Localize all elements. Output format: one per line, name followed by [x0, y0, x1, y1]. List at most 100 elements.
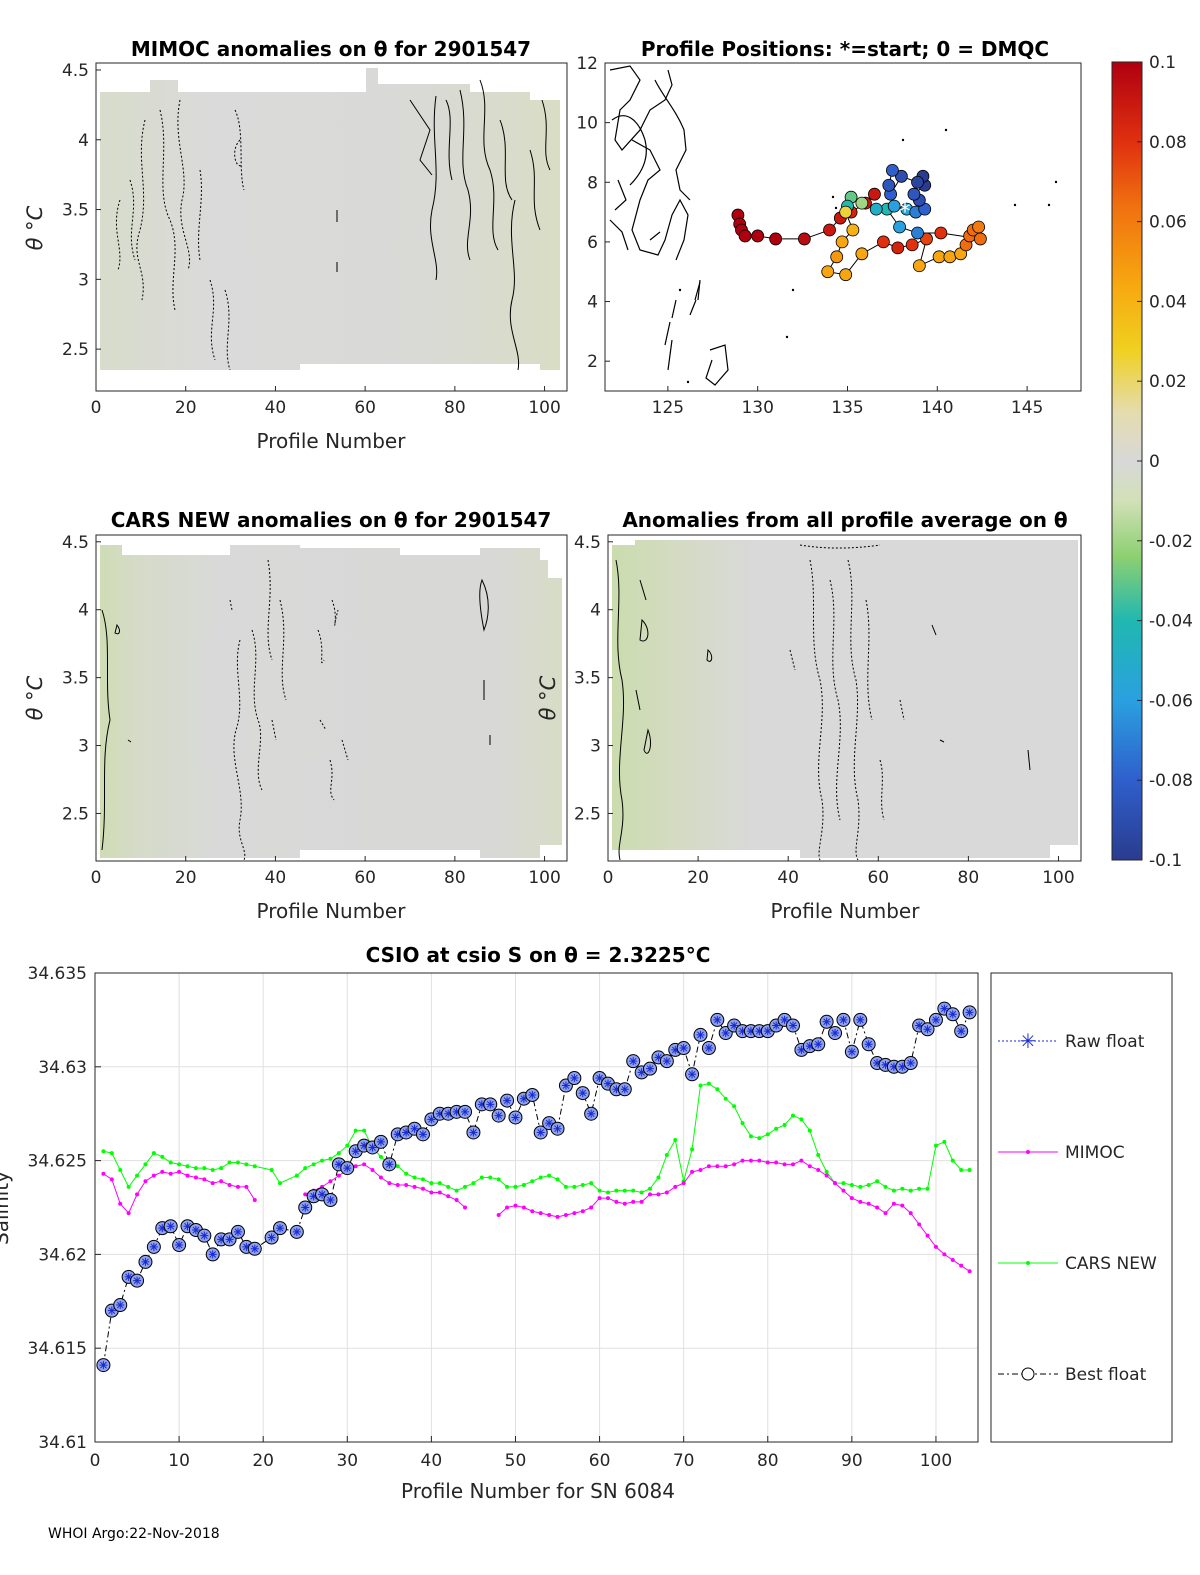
series-point [824, 1169, 829, 1174]
csio-axes-box [94, 972, 979, 1443]
profavg-x-tick-label: 20 [687, 868, 709, 888]
series-point [925, 1233, 930, 1238]
positions-y-tick-label: 12 [576, 54, 598, 74]
raw-float-star [721, 1029, 730, 1038]
positions-panel: Profile Positions: *=start; 0 = DMQC * 1… [576, 37, 1082, 418]
position-point [868, 187, 881, 201]
series-point [959, 1167, 964, 1172]
raw-float-star [864, 1040, 873, 1049]
mimoc-y-tick-label: 3.5 [62, 201, 89, 221]
raw-float-star [410, 1124, 419, 1133]
raw-float-star [923, 1025, 932, 1034]
positions-x-tick-label: 140 [921, 398, 953, 418]
series-point [135, 1192, 140, 1197]
csio-x-tick-label: 80 [757, 1451, 779, 1471]
series-point [807, 1164, 812, 1169]
legend-marker [1026, 1261, 1030, 1265]
position-point [797, 232, 811, 246]
series-point [875, 1179, 880, 1184]
raw-float-star [856, 1015, 865, 1024]
series-point [942, 1139, 947, 1144]
csio-y-label: Salinity [0, 1171, 13, 1245]
colorbar-tick-label: 0.02 [1149, 372, 1187, 392]
series-point [118, 1201, 123, 1206]
series-point [816, 1152, 821, 1157]
cars-y-tick-label: 2.5 [62, 804, 89, 824]
position-point [891, 241, 905, 255]
csio-x-tick-label: 70 [673, 1451, 695, 1471]
cars-x-tick-label: 60 [354, 868, 376, 888]
position-point [920, 232, 933, 246]
series-point [732, 1104, 737, 1109]
raw-float-star [124, 1272, 133, 1281]
raw-float-star [393, 1130, 402, 1139]
position-point [855, 247, 869, 261]
legend-label: Best float [1065, 1365, 1147, 1385]
mimoc-panel: MIMOC anomalies on θ for 2901547 0 20 40 60… [23, 37, 568, 453]
colorbar-tick-label: -0.06 [1149, 691, 1193, 711]
raw-float-star [915, 1021, 924, 1030]
series-point [866, 1182, 871, 1187]
series-point [404, 1171, 409, 1176]
series-point [235, 1184, 240, 1189]
mimoc-x-tick-label: 40 [265, 398, 287, 418]
islands [678, 128, 1058, 384]
series-point [463, 1205, 468, 1210]
series-point [614, 1199, 619, 1204]
cars-panel: CARS NEW anomalies on θ for 2901547 0 20 4… [23, 508, 568, 923]
raw-float-star [351, 1147, 360, 1156]
series-point [185, 1164, 190, 1169]
mimoc-contours [116, 79, 551, 371]
series-point [858, 1184, 863, 1189]
position-point [912, 259, 926, 273]
raw-float-star [217, 1235, 226, 1244]
series-point [673, 1137, 678, 1142]
raw-float-star [385, 1160, 394, 1169]
mimoc-x-tick-label: 100 [528, 398, 560, 418]
series-point [614, 1188, 619, 1193]
raw-float-star [637, 1068, 646, 1077]
series-point [420, 1186, 425, 1191]
series-point [437, 1181, 442, 1186]
raw-float-star [940, 1004, 949, 1013]
series-point [311, 1162, 316, 1167]
colorbar: 0.1 0.08 0.06 0.04 0.02 0 -0.02 -0.04 -0.06 -0.08… [1111, 53, 1193, 871]
raw-float-star [503, 1096, 512, 1105]
series-point [917, 1222, 922, 1227]
mimoc-anomaly-field [100, 68, 560, 370]
series-point [235, 1160, 240, 1165]
raw-float-star [208, 1250, 217, 1259]
legend-star-icon: ✳ [1020, 1029, 1037, 1053]
series-point [824, 1173, 829, 1178]
raw-float-star [233, 1227, 242, 1236]
raw-float-star [427, 1115, 436, 1124]
series-point [471, 1181, 476, 1186]
mimoc-y-tick-label: 3 [78, 270, 89, 290]
series-point [126, 1184, 131, 1189]
mimoc-axes-box [95, 62, 568, 392]
positions-y-tick-label: 8 [587, 173, 598, 193]
series-point [219, 1179, 224, 1184]
raw-float-star [898, 1062, 907, 1071]
mimoc-y-label: θ °C [23, 205, 47, 250]
csio-x-tick-label: 60 [589, 1451, 611, 1471]
csio-x-tick-label: 40 [421, 1451, 443, 1471]
raw-float-star [360, 1141, 369, 1150]
positions-y-tick-label: 10 [576, 114, 598, 134]
series-point [555, 1214, 560, 1219]
position-point [846, 223, 860, 237]
series-point [866, 1201, 871, 1206]
mimoc-x-tick-label: 60 [354, 398, 376, 418]
profavg-y-tick-label: 2.5 [574, 804, 601, 824]
colorbar-tick-label: -0.02 [1149, 532, 1193, 552]
cars-y-tick-label: 4 [78, 601, 89, 621]
series-point [454, 1197, 459, 1202]
profavg-y-tick-label: 3.5 [574, 669, 601, 689]
series-point [404, 1182, 409, 1187]
raw-float-star [730, 1021, 739, 1030]
series-point [362, 1162, 367, 1167]
raw-float-star [444, 1109, 453, 1118]
raw-float-star [965, 1008, 974, 1017]
cars-y-label: θ °C [23, 675, 47, 720]
legend-item: CARS NEW [998, 1254, 1157, 1274]
